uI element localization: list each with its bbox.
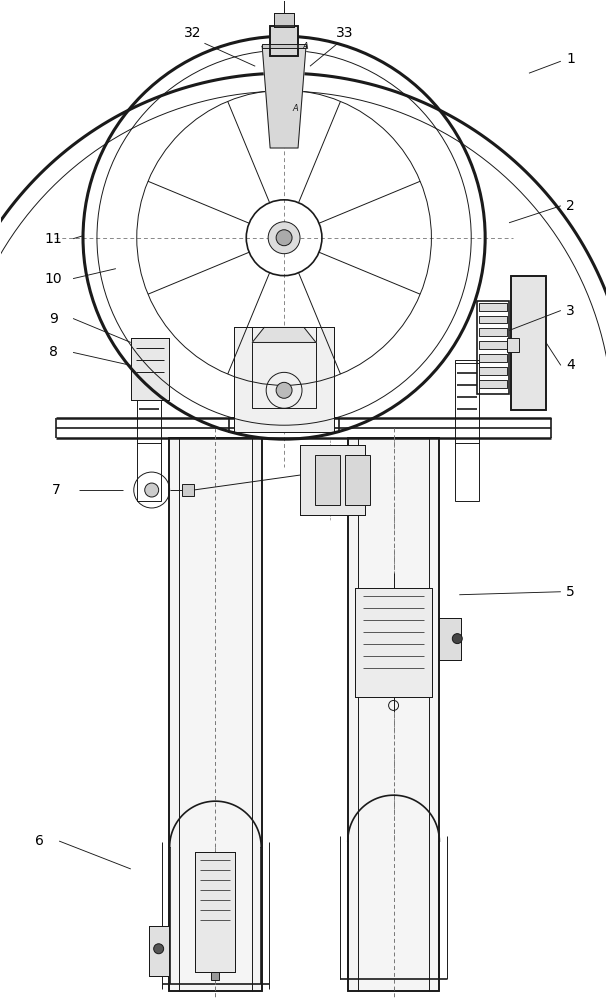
Bar [300, 445, 365, 515]
Polygon shape [262, 46, 306, 148]
Text: 2: 2 [566, 199, 575, 213]
Bar [234, 327, 334, 432]
Circle shape [276, 382, 292, 398]
Bar [479, 328, 507, 336]
Bar [137, 360, 161, 501]
Text: 33: 33 [336, 26, 353, 40]
Text: 5: 5 [566, 585, 575, 599]
Bar [479, 341, 507, 349]
Text: A: A [292, 104, 298, 113]
Bar [354, 588, 432, 697]
Text: 8: 8 [49, 345, 58, 359]
Bar [270, 26, 298, 56]
Bar [253, 327, 316, 408]
Circle shape [276, 230, 292, 246]
Bar [479, 354, 507, 362]
Circle shape [452, 634, 463, 644]
Bar [511, 276, 546, 410]
Bar [439, 618, 461, 660]
Bar [195, 852, 236, 972]
Bar [315, 455, 340, 505]
Bar [479, 367, 507, 375]
Bar [479, 380, 507, 388]
Text: 1: 1 [566, 52, 575, 66]
Bar [507, 338, 519, 352]
Bar [479, 303, 507, 311]
Bar [169, 438, 262, 991]
Bar [131, 338, 169, 400]
Circle shape [154, 944, 164, 954]
Bar [479, 341, 507, 349]
Bar [354, 588, 432, 697]
Bar [274, 13, 294, 27]
Bar [169, 438, 262, 991]
Bar [149, 926, 169, 976]
Bar [345, 455, 370, 505]
Bar [262, 44, 306, 48]
Bar [195, 852, 236, 972]
Bar [455, 360, 479, 501]
Bar [131, 338, 169, 400]
Bar [300, 445, 365, 515]
Bar [229, 418, 339, 432]
Text: 7: 7 [52, 483, 61, 497]
Bar [479, 303, 507, 311]
Bar [274, 13, 294, 27]
Text: A: A [302, 42, 308, 51]
Bar [253, 327, 316, 408]
Bar [270, 26, 298, 56]
Bar [479, 316, 507, 323]
Bar [181, 484, 194, 496]
Bar [477, 301, 509, 394]
Text: 4: 4 [566, 358, 575, 372]
Bar [348, 438, 439, 991]
Bar [348, 438, 439, 991]
Bar [234, 327, 334, 432]
Circle shape [268, 222, 300, 254]
Text: 6: 6 [35, 834, 44, 848]
Bar [511, 276, 546, 410]
Text: 32: 32 [184, 26, 202, 40]
Circle shape [144, 483, 158, 497]
Text: 9: 9 [49, 312, 58, 326]
Bar [149, 926, 169, 976]
Text: 11: 11 [44, 232, 62, 246]
Bar [479, 316, 507, 323]
Bar [479, 367, 507, 375]
Bar [439, 618, 461, 660]
Bar [479, 380, 507, 388]
Bar [479, 354, 507, 362]
Bar [479, 328, 507, 336]
Bar [211, 972, 219, 980]
Text: 10: 10 [44, 272, 62, 286]
Text: 3: 3 [566, 304, 575, 318]
Polygon shape [253, 327, 316, 342]
